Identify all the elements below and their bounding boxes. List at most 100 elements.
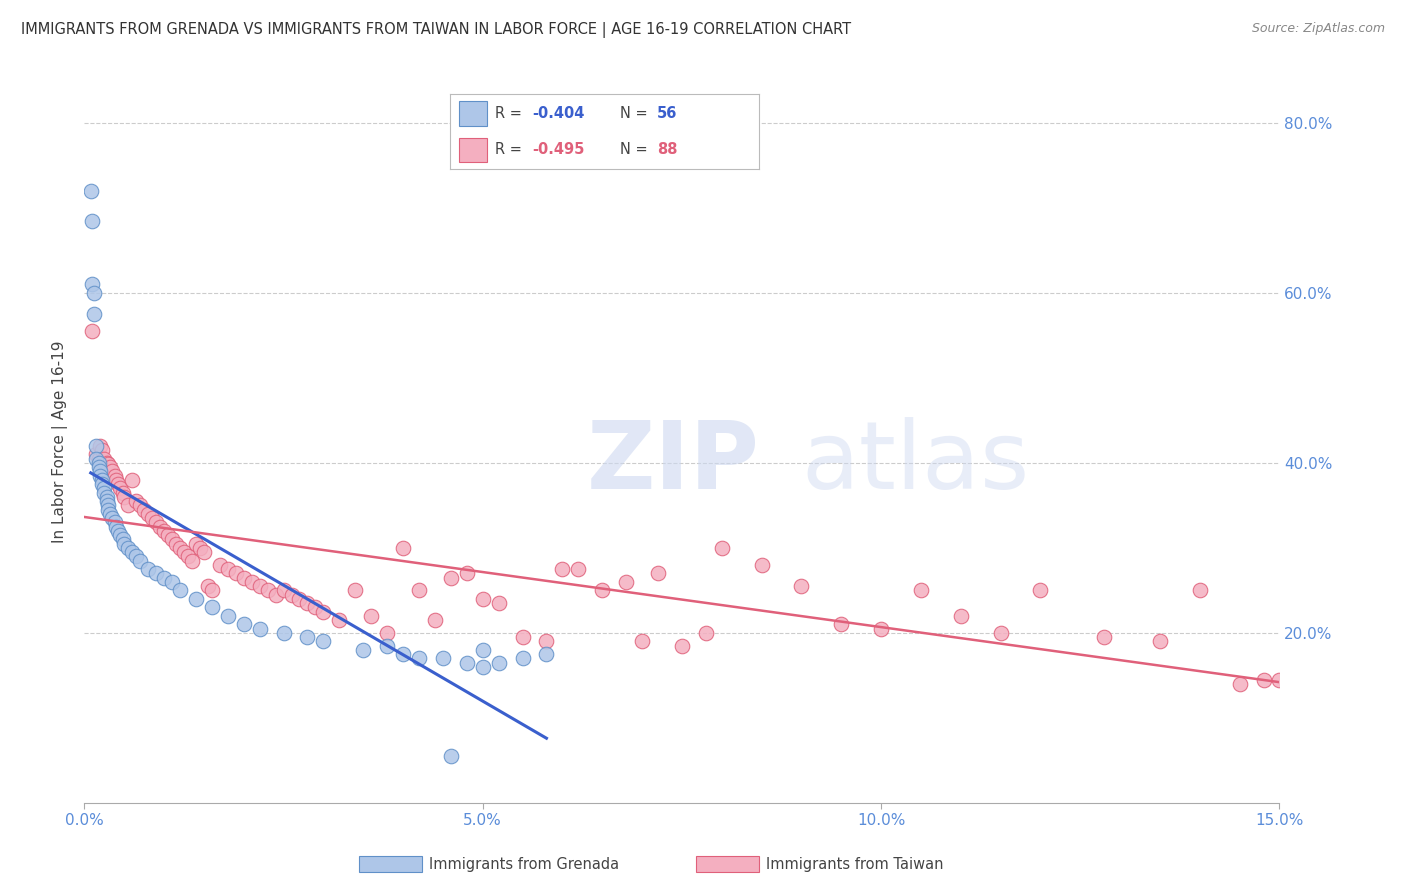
Point — [86, 451, 108, 466]
Point — [273, 583, 295, 598]
Point — [93, 485, 115, 500]
Point — [107, 477, 129, 491]
Point — [567, 562, 589, 576]
Point — [536, 634, 558, 648]
Text: -0.495: -0.495 — [531, 142, 585, 157]
Point — [101, 464, 124, 478]
Point — [160, 533, 183, 547]
Point — [105, 473, 128, 487]
Point — [97, 458, 120, 472]
Text: R =: R = — [495, 142, 526, 157]
Point — [87, 451, 110, 466]
Point — [177, 549, 200, 564]
Point — [312, 605, 335, 619]
Text: -0.404: -0.404 — [531, 106, 585, 121]
Point — [98, 507, 121, 521]
Point — [949, 608, 972, 623]
Point — [136, 562, 159, 576]
Point — [471, 660, 494, 674]
Point — [1092, 630, 1115, 644]
Point — [208, 558, 231, 572]
Point — [1029, 583, 1052, 598]
Point — [1149, 634, 1171, 648]
Point — [297, 596, 319, 610]
Point — [471, 591, 494, 606]
Point — [408, 651, 430, 665]
Point — [512, 651, 534, 665]
Point — [87, 460, 110, 475]
Text: Source: ZipAtlas.com: Source: ZipAtlas.com — [1251, 22, 1385, 36]
Text: 56: 56 — [657, 106, 678, 121]
Point — [1188, 583, 1211, 598]
Point — [96, 456, 118, 470]
Point — [145, 566, 167, 581]
Point — [488, 596, 510, 610]
Point — [112, 490, 135, 504]
Point — [93, 451, 115, 466]
Point — [160, 574, 183, 589]
Point — [232, 570, 254, 584]
Point — [870, 622, 893, 636]
Point — [82, 213, 104, 227]
Point — [104, 516, 127, 530]
Point — [90, 477, 112, 491]
Text: R =: R = — [495, 106, 526, 121]
Point — [173, 545, 195, 559]
Point — [512, 630, 534, 644]
Point — [149, 519, 172, 533]
Point — [97, 498, 120, 512]
Point — [360, 608, 382, 623]
Point — [647, 566, 669, 581]
Text: atlas: atlas — [801, 417, 1029, 509]
Point — [83, 285, 105, 300]
Point — [1253, 673, 1275, 687]
Point — [352, 642, 374, 657]
Text: Immigrants from Grenada: Immigrants from Grenada — [429, 857, 619, 871]
Point — [197, 579, 219, 593]
Point — [375, 639, 398, 653]
Text: Immigrants from Taiwan: Immigrants from Taiwan — [766, 857, 943, 871]
Point — [193, 545, 215, 559]
Text: N =: N = — [620, 106, 652, 121]
Point — [107, 524, 129, 538]
Point — [188, 541, 211, 555]
Point — [129, 553, 152, 567]
Point — [328, 613, 350, 627]
Point — [136, 507, 159, 521]
Point — [225, 566, 247, 581]
Point — [93, 481, 115, 495]
Point — [423, 613, 446, 627]
Point — [110, 528, 132, 542]
Point — [83, 307, 105, 321]
Point — [536, 647, 558, 661]
Point — [104, 468, 127, 483]
Point — [125, 549, 148, 564]
Text: IMMIGRANTS FROM GRENADA VS IMMIGRANTS FROM TAIWAN IN LABOR FORCE | AGE 16-19 COR: IMMIGRANTS FROM GRENADA VS IMMIGRANTS FR… — [21, 22, 851, 38]
Point — [375, 625, 398, 640]
Point — [288, 591, 311, 606]
Point — [456, 656, 478, 670]
Point — [184, 591, 207, 606]
Point — [96, 490, 118, 504]
Point — [169, 541, 191, 555]
Point — [830, 617, 852, 632]
Text: 88: 88 — [657, 142, 678, 157]
Point — [631, 634, 654, 648]
Point — [86, 447, 108, 461]
Point — [264, 588, 287, 602]
Bar — [460, 137, 486, 161]
Point — [165, 536, 187, 550]
Point — [111, 533, 134, 547]
Point — [89, 468, 111, 483]
Point — [129, 498, 152, 512]
Point — [249, 579, 271, 593]
Text: ZIP: ZIP — [586, 417, 759, 509]
Point — [89, 464, 111, 478]
Point — [101, 511, 124, 525]
Point — [111, 485, 134, 500]
Point — [117, 498, 139, 512]
Point — [440, 749, 463, 764]
Point — [201, 600, 224, 615]
Point — [82, 277, 104, 292]
Point — [249, 622, 271, 636]
